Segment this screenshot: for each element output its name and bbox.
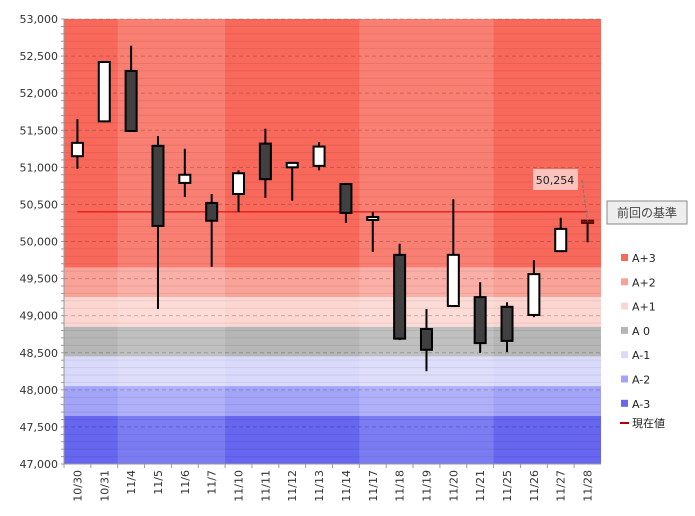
y-tick-label: 51,500	[20, 124, 59, 137]
candle-body	[554, 227, 568, 253]
x-tick-label: 11/12	[286, 470, 299, 502]
legend-label: A 0	[632, 325, 650, 338]
x-tick-label: 11/13	[313, 470, 326, 502]
candle-body	[500, 305, 514, 342]
candle-body	[527, 273, 541, 316]
y-tick-label: 49,000	[20, 310, 59, 323]
y-tick-label: 47,500	[20, 421, 59, 434]
candle-body	[366, 216, 380, 221]
x-tick-label: 10/30	[71, 470, 84, 502]
x-tick-label: 11/21	[474, 470, 487, 502]
callout-box	[533, 169, 578, 190]
x-tick-label: 11/19	[420, 470, 433, 502]
candle-body	[97, 61, 111, 123]
callout-value: 50,254	[536, 174, 575, 187]
x-tick-label: 11/6	[179, 470, 192, 495]
x-tick-label: 11/25	[501, 470, 514, 502]
band-5	[64, 386, 601, 416]
candle-body	[446, 253, 460, 308]
candle-body	[151, 144, 165, 227]
legend-label: A-1	[632, 349, 650, 362]
candle-body	[178, 173, 192, 184]
y-tick-label: 52,000	[20, 87, 59, 100]
candle-body	[285, 161, 299, 169]
y-tick-label: 47,000	[20, 458, 59, 471]
x-tick-label: 11/17	[367, 470, 380, 502]
x-tick-label: 11/14	[340, 470, 353, 502]
legend-label: A+1	[632, 301, 656, 314]
band-6	[64, 415, 601, 464]
x-tick-label: 11/11	[259, 470, 272, 502]
candle-body	[70, 141, 84, 158]
candle-body	[124, 69, 138, 132]
y-tick-label: 50,000	[20, 236, 59, 249]
x-tick-label: 11/20	[447, 470, 460, 502]
legend-swatch	[621, 302, 628, 310]
legend-current-label: 現在値	[632, 417, 665, 430]
legend-swatch	[621, 254, 628, 261]
candle-body	[205, 201, 219, 222]
y-tick-label: 50,500	[20, 198, 59, 211]
legend-label: A-2	[632, 374, 650, 387]
x-tick-label: 11/10	[233, 470, 246, 502]
candle-body	[393, 253, 407, 340]
legend-label: A-3	[632, 398, 650, 411]
legend-swatch	[621, 278, 628, 286]
y-tick-label: 53,000	[20, 13, 59, 26]
callout-leader	[581, 179, 589, 221]
reference-label-box	[606, 200, 688, 225]
y-tick-label: 51,000	[20, 161, 59, 174]
x-tick-label: 11/26	[528, 470, 541, 502]
legend-swatch	[621, 399, 628, 407]
y-tick-label: 49,500	[20, 273, 59, 286]
week-shade-1	[359, 19, 494, 464]
x-tick-label: 11/7	[206, 470, 219, 495]
candle-body	[419, 328, 433, 351]
candle-body	[258, 142, 272, 181]
candle-body	[339, 183, 353, 214]
band-1	[64, 267, 601, 298]
y-tick-label: 52,500	[20, 50, 59, 63]
candle-body	[473, 296, 487, 345]
x-tick-label: 10/31	[98, 470, 111, 502]
x-tick-label: 11/4	[125, 470, 138, 495]
legend-swatch	[621, 326, 628, 334]
x-tick-label: 11/18	[394, 470, 407, 502]
candle-body	[232, 172, 246, 196]
legend-label: A+3	[632, 252, 656, 265]
legend-label: A+2	[632, 276, 656, 289]
x-tick-label: 11/27	[555, 470, 568, 502]
x-tick-label: 11/5	[152, 470, 165, 495]
legend-swatch	[621, 351, 628, 359]
x-tick-label: 11/28	[582, 470, 595, 502]
band-4	[64, 356, 601, 387]
reference-label: 前回の基準	[617, 205, 677, 220]
legend-swatch	[621, 375, 628, 383]
y-tick-label: 48,000	[20, 384, 59, 397]
y-tick-label: 48,500	[20, 347, 59, 360]
candle-body	[312, 145, 326, 167]
